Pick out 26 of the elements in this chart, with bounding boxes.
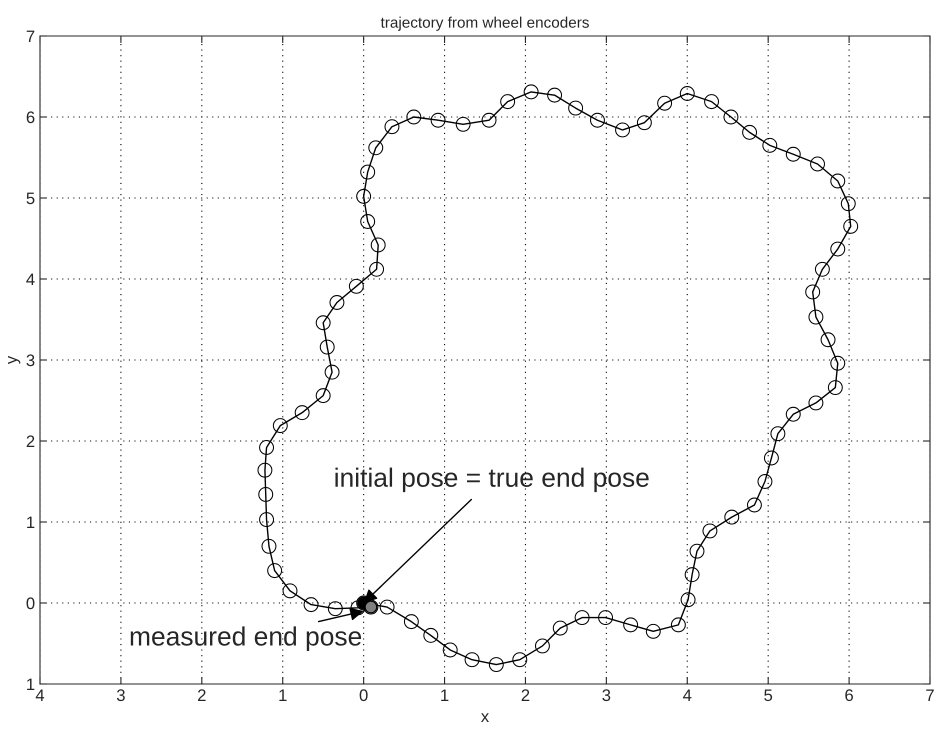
y-tick-label: 5 [26, 192, 34, 204]
x-tick-label: 7 [926, 689, 934, 701]
x-axis-title: x [481, 713, 489, 722]
x-tick-label: 6 [845, 689, 853, 702]
annotation: measured end pose [130, 626, 362, 651]
x-tick-label: 0 [360, 689, 368, 702]
x-tick-label: 3 [116, 689, 125, 702]
y-tick-label: 2 [26, 435, 34, 448]
x-tick-label: 3 [602, 689, 610, 702]
y-tick-label: 1 [27, 516, 34, 528]
annotation: initial pose = true end pose [335, 468, 649, 492]
y-tick-label: 0 [26, 597, 34, 610]
x-tick-label: 2 [198, 689, 206, 701]
y-tick-label: 6 [26, 111, 34, 124]
x-tick-label: 2 [522, 689, 530, 701]
x-tick-label: 4 [36, 689, 44, 701]
x-tick-label: 4 [683, 689, 692, 701]
y-tick-label: 7 [26, 30, 34, 42]
x-tick-label: 1 [279, 689, 287, 701]
x-tick-label: 5 [764, 689, 772, 702]
y-tick-label: 3 [26, 354, 34, 366]
y-axis-title: y [8, 356, 20, 364]
x-tick-label: 1 [441, 689, 448, 701]
y-tick-label: 1 [27, 678, 34, 690]
y-tick-label: 4 [26, 274, 35, 286]
chart-title: trajectory from wheel encoders [380, 16, 589, 31]
